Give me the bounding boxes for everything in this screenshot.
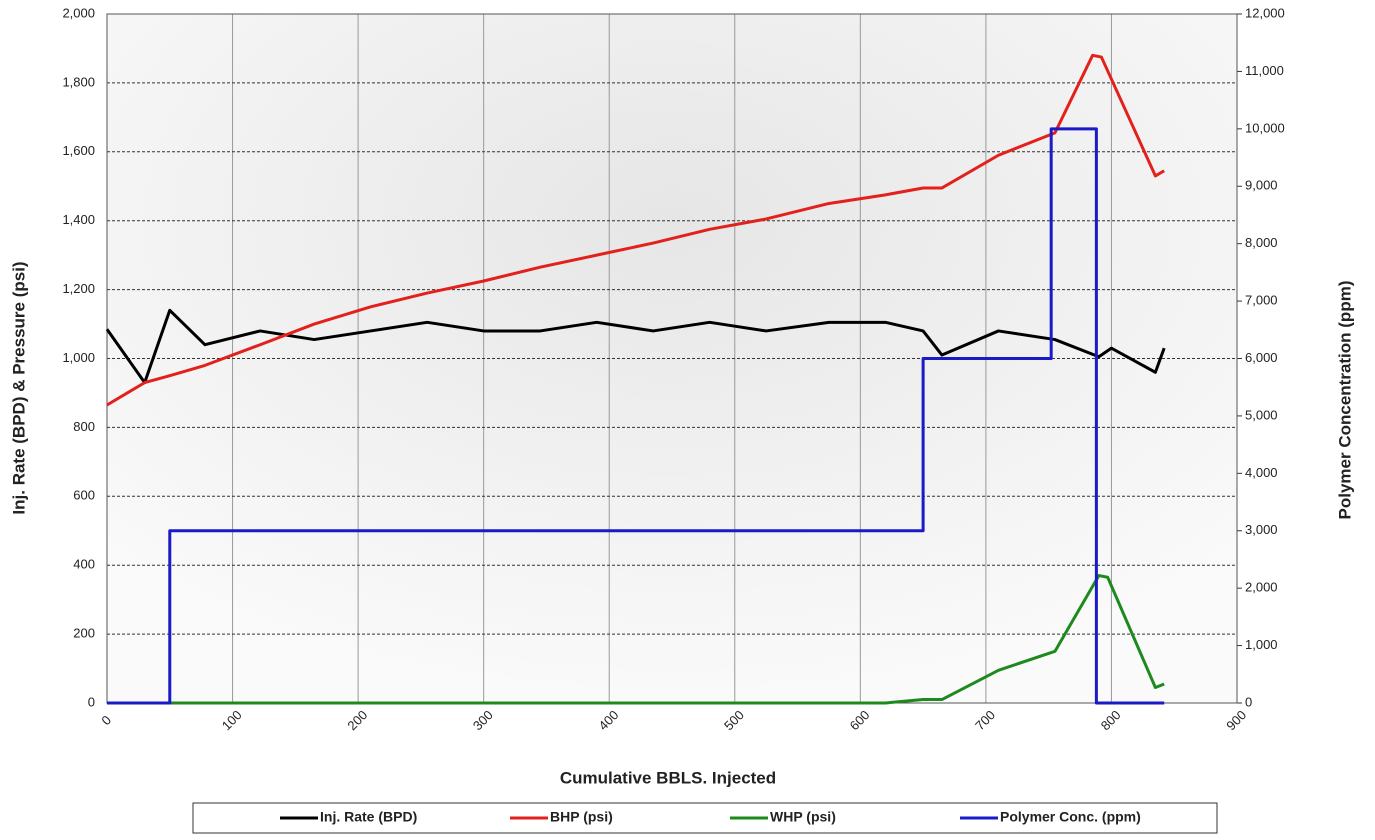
- x-tick-label: 600: [847, 707, 873, 733]
- y2-tick-label: 5,000: [1245, 407, 1278, 422]
- y-tick-label: 1,800: [62, 74, 95, 89]
- x-tick-label: 900: [1223, 707, 1249, 733]
- x-tick-label: 200: [344, 707, 370, 733]
- y2-tick-label: 12,000: [1245, 5, 1285, 20]
- y2-tick-label: 10,000: [1245, 120, 1285, 135]
- x-tick-label: 400: [595, 707, 621, 733]
- y-tick-label: 400: [73, 557, 95, 572]
- x-tick-label: 300: [470, 707, 496, 733]
- y-tick-label: 600: [73, 488, 95, 503]
- y2-axis-title: Polymer Concentration (ppm): [1335, 281, 1354, 520]
- chart: Cumulative BBLS. Injected Inj. Rate (BPD…: [0, 0, 1375, 835]
- y2-tick-label: 7,000: [1245, 293, 1278, 308]
- y2-tick-label: 6,000: [1245, 350, 1278, 365]
- y-tick-label: 1,200: [62, 281, 95, 296]
- y2-tick-label: 3,000: [1245, 522, 1278, 537]
- legend-label: Polymer Conc. (ppm): [1000, 809, 1141, 825]
- y2-tick-label: 4,000: [1245, 465, 1278, 480]
- y-axis-title: Inj. Rate (BPD) & Pressure (psi): [9, 261, 28, 514]
- legend-label: Inj. Rate (BPD): [320, 809, 417, 825]
- y2-tick-label: 8,000: [1245, 235, 1278, 250]
- y-tick-label: 1,600: [62, 143, 95, 158]
- y-tick-label: 200: [73, 626, 95, 641]
- x-tick-label: 700: [972, 707, 998, 733]
- x-tick-label: 500: [721, 707, 747, 733]
- y-tick-label: 1,000: [62, 350, 95, 365]
- y2-tick-label: 11,000: [1245, 63, 1284, 78]
- y2-tick-label: 0: [1245, 694, 1252, 709]
- legend-label: WHP (psi): [770, 809, 836, 825]
- x-axis-title: Cumulative BBLS. Injected: [560, 768, 776, 787]
- y-tick-label: 2,000: [62, 5, 95, 20]
- x-tick-label: 0: [98, 712, 114, 728]
- y2-tick-label: 9,000: [1245, 178, 1278, 193]
- y-tick-label: 0: [88, 694, 95, 709]
- y2-tick-label: 1,000: [1245, 637, 1278, 652]
- legend-label: BHP (psi): [550, 809, 613, 825]
- x-tick-label: 100: [219, 707, 245, 733]
- x-tick-label: 800: [1098, 707, 1124, 733]
- y2-tick-label: 2,000: [1245, 580, 1278, 595]
- y-tick-label: 1,400: [62, 212, 95, 227]
- y-tick-label: 800: [73, 419, 95, 434]
